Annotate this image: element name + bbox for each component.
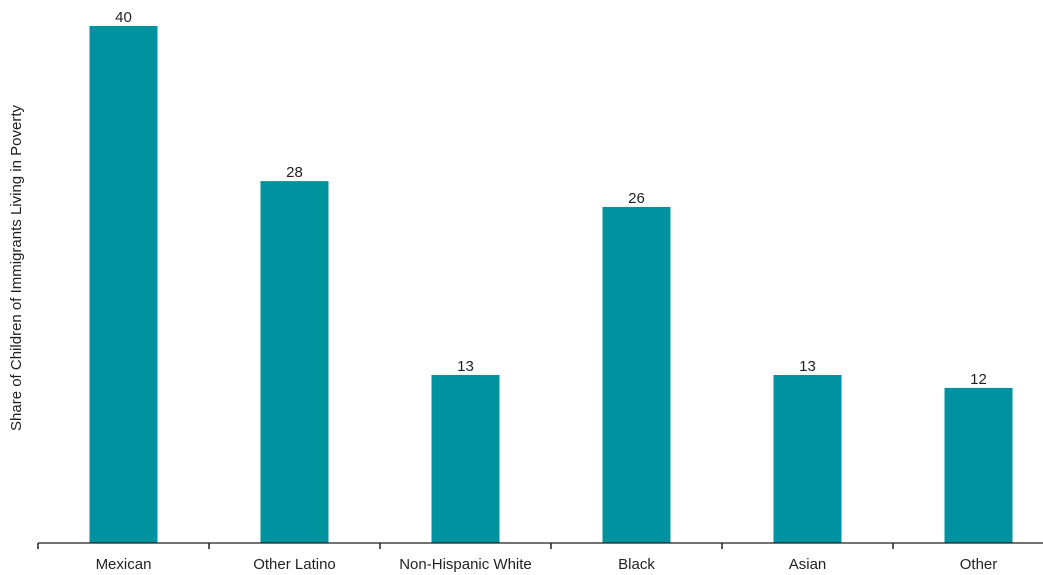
x-tick-labels-group: Mexican Other Latino Non-Hispanic White Bla…	[96, 556, 998, 573]
x-tick-label-non-hispanic-white: Non-Hispanic White	[399, 556, 532, 573]
bar-other	[944, 387, 1013, 543]
data-label-other-latino: 28	[286, 164, 303, 181]
x-tick-label-black: Black	[618, 556, 655, 573]
bars-group	[89, 26, 1013, 543]
x-tick-label-mexican: Mexican	[96, 556, 152, 573]
data-label-mexican: 40	[115, 9, 132, 26]
x-tick-label-asian: Asian	[789, 556, 827, 573]
bar-mexican	[89, 26, 158, 543]
x-ticks-group	[37, 543, 894, 549]
data-label-other: 12	[970, 371, 987, 388]
data-label-black: 26	[628, 190, 645, 207]
bar-non-hispanic-white	[431, 374, 500, 543]
bar-asian	[773, 374, 842, 543]
y-axis-label: Share of Children of Immigrants Living i…	[8, 105, 25, 431]
x-tick-label-other-latino: Other Latino	[253, 556, 336, 573]
bar-other-latino	[260, 181, 329, 543]
bar-black	[602, 206, 671, 543]
x-tick-label-other: Other	[960, 556, 998, 573]
data-label-asian: 13	[799, 358, 816, 375]
bar-labels-group: 40 28 13 26 13 12	[115, 9, 987, 388]
data-label-non-hispanic-white: 13	[457, 358, 474, 375]
